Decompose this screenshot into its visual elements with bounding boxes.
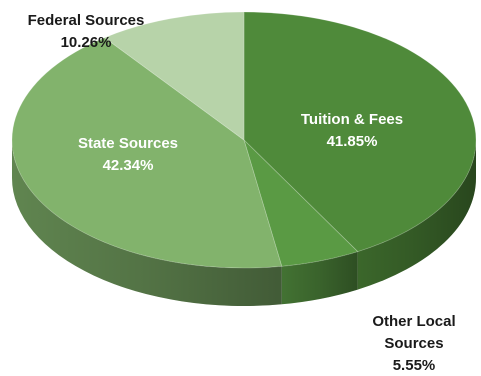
data-label-tuition-fees: Tuition & Fees 41.85% — [301, 111, 403, 150]
data-label-value: 5.55% — [393, 357, 436, 374]
data-label-other-local-sources: Other Local Sources 5.55% — [372, 313, 455, 374]
data-label-state-sources: State Sources 42.34% — [78, 135, 178, 174]
pie-side-shade-other-local-sources — [281, 251, 358, 305]
data-label-value: 42.34% — [103, 157, 154, 174]
data-label-name: State Sources — [78, 135, 178, 152]
pie-slice-federal-sources — [103, 11, 245, 141]
pie-tops — [11, 11, 477, 269]
data-label-name: Sources — [384, 335, 443, 352]
pie-sides — [12, 140, 476, 306]
data-labels: Tuition & Fees 41.85% Other Local Sources 5.… — [28, 12, 456, 374]
data-label-value: 10.26% — [61, 34, 112, 51]
data-label-name: Other Local — [372, 313, 455, 330]
pie-slice-state-sources — [11, 37, 283, 269]
data-label-name: Tuition & Fees — [301, 111, 403, 128]
data-label-value: 41.85% — [327, 133, 378, 150]
pie-side-shade-tuition-fees — [357, 140, 476, 290]
data-label-name: Federal Sources — [28, 12, 145, 29]
pie-slice-other-local-sources — [243, 139, 359, 267]
data-label-federal-sources: Federal Sources 10.26% — [28, 12, 145, 51]
pie-side-shade-state-sources — [12, 140, 282, 306]
pie-slice-tuition-fees — [243, 11, 477, 253]
